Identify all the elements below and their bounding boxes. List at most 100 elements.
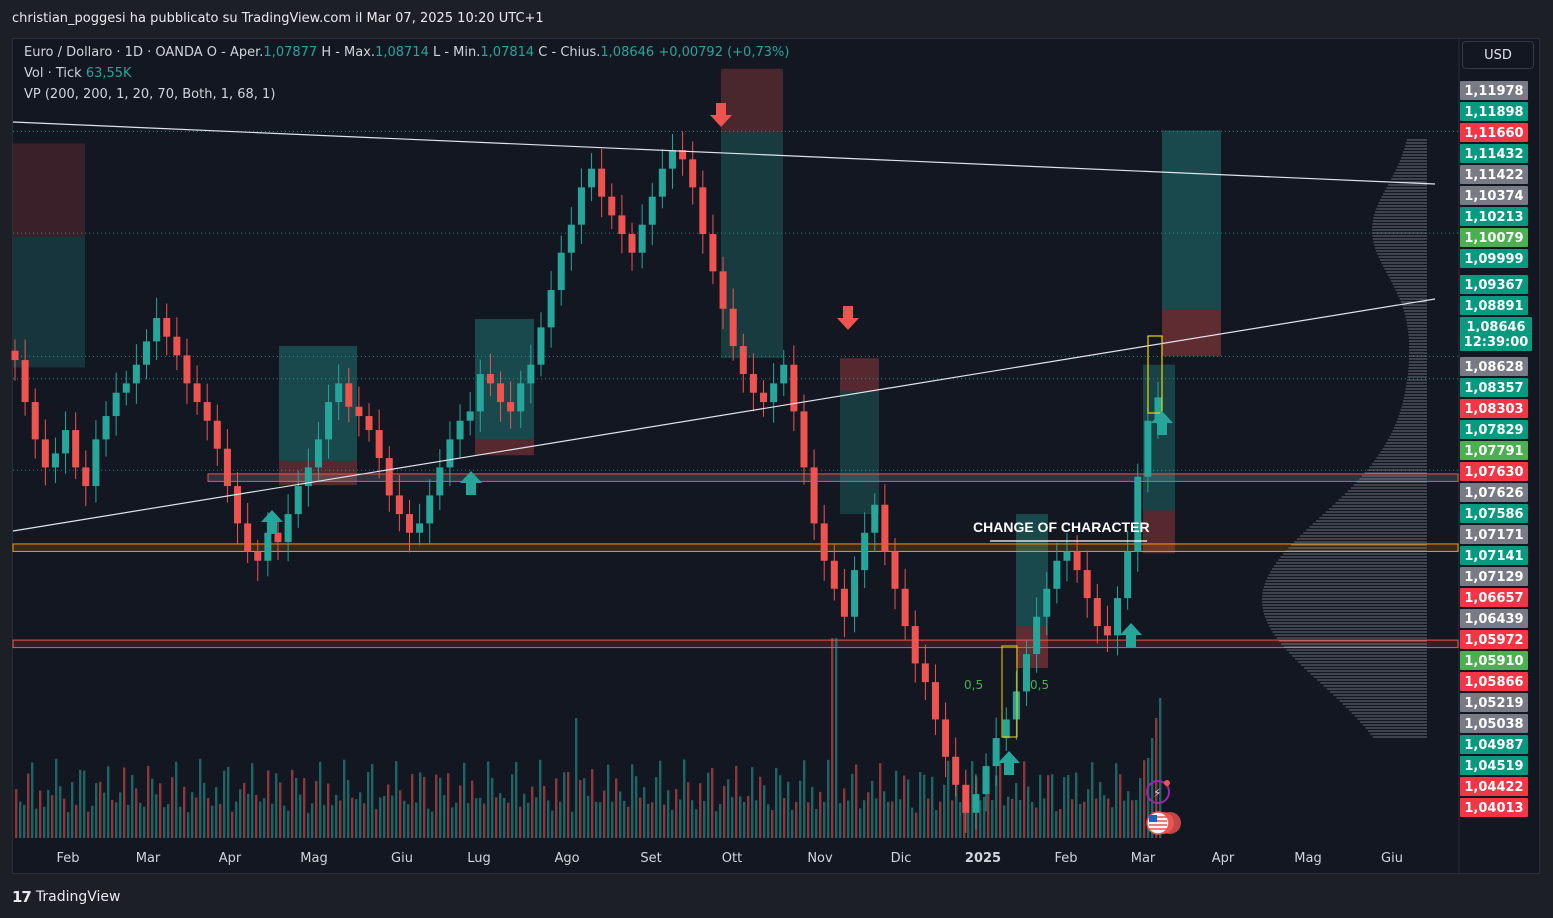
- candle[interactable]: [142, 341, 150, 365]
- price-tag[interactable]: [1460, 357, 1528, 376]
- price-tag[interactable]: [1460, 186, 1528, 205]
- candle[interactable]: [486, 374, 494, 384]
- fib-box[interactable]: [1001, 645, 1018, 738]
- candle[interactable]: [679, 150, 687, 160]
- position-box[interactable]: [1016, 514, 1048, 627]
- price-tag[interactable]: [1460, 525, 1528, 544]
- candle[interactable]: [82, 467, 90, 487]
- lower-trendline[interactable]: [12, 298, 1436, 532]
- candle[interactable]: [547, 290, 555, 328]
- upper-trendline[interactable]: [12, 121, 1436, 185]
- short-arrow-icon[interactable]: [837, 306, 859, 330]
- long-arrow-icon[interactable]: [261, 510, 283, 534]
- candle[interactable]: [31, 402, 39, 440]
- price-tag[interactable]: [1460, 81, 1528, 100]
- price-tag[interactable]: [1460, 777, 1528, 796]
- candle[interactable]: [264, 532, 272, 561]
- candle[interactable]: [800, 411, 808, 468]
- candle[interactable]: [203, 402, 211, 421]
- candle[interactable]: [497, 383, 505, 403]
- lightning-icon[interactable]: [1146, 780, 1170, 804]
- candle[interactable]: [840, 588, 848, 617]
- candle[interactable]: [567, 224, 575, 253]
- candle[interactable]: [770, 383, 778, 403]
- price-tag[interactable]: [1460, 630, 1528, 649]
- ohlc-legend[interactable]: Euro / Dollaro · 1D · OANDA O - Aper.1,0…: [24, 45, 789, 60]
- price-tag[interactable]: [1460, 756, 1528, 775]
- currency-button[interactable]: USD: [1462, 41, 1534, 69]
- candle[interactable]: [709, 234, 717, 272]
- price-tag[interactable]: [1460, 378, 1528, 397]
- candle[interactable]: [830, 560, 838, 589]
- position-box[interactable]: [475, 318, 534, 440]
- candle[interactable]: [658, 168, 666, 197]
- candle[interactable]: [153, 318, 161, 342]
- candle[interactable]: [416, 523, 424, 533]
- price-tag[interactable]: [1460, 102, 1528, 121]
- candle[interactable]: [335, 383, 343, 403]
- candle[interactable]: [901, 588, 909, 627]
- candle[interactable]: [942, 719, 950, 757]
- candle[interactable]: [304, 467, 312, 487]
- candle[interactable]: [648, 196, 656, 225]
- candle[interactable]: [931, 682, 939, 720]
- candle[interactable]: [11, 350, 19, 361]
- candle[interactable]: [254, 551, 262, 561]
- candle[interactable]: [62, 430, 70, 454]
- price-tag[interactable]: [1460, 144, 1528, 163]
- price-tag[interactable]: [1460, 228, 1528, 247]
- candle[interactable]: [183, 355, 191, 384]
- candle[interactable]: [355, 406, 363, 417]
- candle[interactable]: [41, 439, 49, 468]
- candle[interactable]: [992, 738, 1000, 767]
- price-tag[interactable]: [1460, 207, 1528, 226]
- candle[interactable]: [234, 486, 242, 524]
- long-arrow-icon[interactable]: [998, 751, 1020, 775]
- candle[interactable]: [466, 411, 474, 421]
- candle[interactable]: [456, 420, 464, 440]
- candle[interactable]: [962, 784, 970, 813]
- price-tag[interactable]: [1460, 420, 1528, 439]
- candle[interactable]: [173, 336, 181, 356]
- candle[interactable]: [588, 168, 596, 188]
- candle[interactable]: [881, 504, 889, 552]
- candle[interactable]: [608, 196, 616, 216]
- candle[interactable]: [51, 453, 59, 468]
- candle[interactable]: [72, 430, 80, 468]
- candle[interactable]: [112, 392, 120, 417]
- position-box[interactable]: [721, 68, 783, 133]
- candle[interactable]: [507, 402, 515, 412]
- price-tag[interactable]: [1460, 546, 1528, 565]
- candle[interactable]: [982, 766, 990, 795]
- candle[interactable]: [780, 364, 788, 384]
- candle[interactable]: [1114, 598, 1122, 636]
- candle[interactable]: [122, 383, 130, 393]
- candle[interactable]: [537, 327, 545, 365]
- candle[interactable]: [314, 439, 322, 468]
- candle[interactable]: [345, 383, 353, 407]
- position-box[interactable]: [840, 358, 879, 392]
- candle[interactable]: [911, 626, 919, 664]
- candle[interactable]: [739, 346, 747, 375]
- demand-zone[interactable]: [12, 639, 1459, 649]
- candle[interactable]: [426, 495, 434, 524]
- candle[interactable]: [729, 308, 737, 347]
- symbol-label[interactable]: Euro / Dollaro · 1D · OANDA: [24, 45, 203, 60]
- candle[interactable]: [21, 360, 29, 403]
- candle[interactable]: [375, 430, 383, 459]
- candle[interactable]: [557, 252, 565, 291]
- candle[interactable]: [294, 486, 302, 515]
- price-tag[interactable]: [1460, 714, 1528, 733]
- vp-legend[interactable]: VP (200, 200, 1, 20, 70, Both, 1, 68, 1): [24, 87, 275, 102]
- candle[interactable]: [1073, 551, 1081, 571]
- price-tag[interactable]: [1460, 588, 1528, 607]
- position-box[interactable]: [1143, 510, 1175, 554]
- candle[interactable]: [385, 458, 393, 496]
- position-box[interactable]: [475, 439, 534, 456]
- candle[interactable]: [891, 551, 899, 589]
- footer-brand[interactable]: 17 TradingView: [12, 886, 120, 908]
- price-tag[interactable]: [1460, 399, 1528, 418]
- candle[interactable]: [1023, 654, 1031, 692]
- price-tag[interactable]: [1460, 441, 1528, 460]
- highlight-box[interactable]: [1147, 335, 1163, 414]
